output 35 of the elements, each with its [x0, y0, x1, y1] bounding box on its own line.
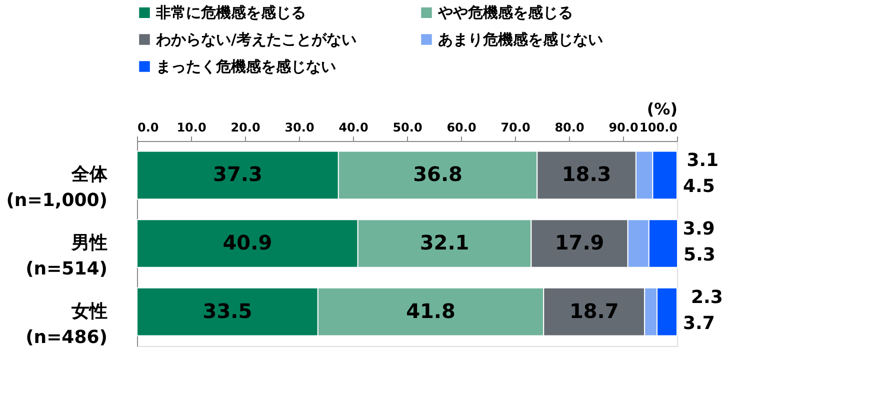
data-label: 32.1: [420, 230, 470, 254]
data-label: 4.5: [683, 176, 715, 198]
data-label: 18.7: [569, 298, 619, 323]
x-tick-label: 50.0: [392, 120, 422, 134]
data-label: 17.9: [554, 230, 604, 254]
x-tick-label: 10.0: [176, 120, 206, 134]
x-tick-label: 90.0: [608, 120, 638, 134]
x-tick-label: 70.0: [500, 120, 530, 134]
data-label: 5.3: [684, 244, 716, 266]
data-label: 3.1: [686, 150, 719, 172]
y-tick-label: 女性 (n=486): [26, 300, 108, 348]
legend-label: わからない/考えたことがない: [155, 30, 356, 48]
x-tick-label: 40.0: [338, 120, 368, 134]
x-tick-label: 0.0: [138, 120, 159, 134]
x-tick-label: 60.0: [446, 120, 476, 134]
data-label: 37.3: [213, 162, 262, 186]
data-label: 41.8: [406, 298, 456, 323]
x-tick-label: 20.0: [230, 120, 260, 134]
legend-label: 非常に危機感を感じる: [155, 4, 306, 22]
data-label: 18.3: [562, 162, 612, 186]
x-tick-label: 100.0: [640, 120, 678, 134]
data-label: 33.5: [202, 298, 252, 323]
legend-label: まったく危機感を感じない: [156, 58, 336, 76]
x-tick-label: 30.0: [284, 120, 314, 134]
data-label: 3.9: [682, 218, 715, 240]
data-label: 2.3: [691, 286, 723, 308]
x-axis-title: (%): [646, 100, 678, 118]
y-tick-label: 全体 (n=1,000): [6, 164, 108, 212]
data-label: 3.7: [683, 312, 715, 334]
legend-label: あまり危機感を感じない: [438, 30, 603, 48]
data-label: 36.8: [413, 162, 462, 186]
y-tick-label: 男性 (n=514): [26, 232, 108, 280]
legend-label: やや危機感を感じる: [437, 4, 573, 22]
data-label: 40.9: [222, 230, 272, 254]
x-tick-label: 80.0: [554, 120, 584, 134]
